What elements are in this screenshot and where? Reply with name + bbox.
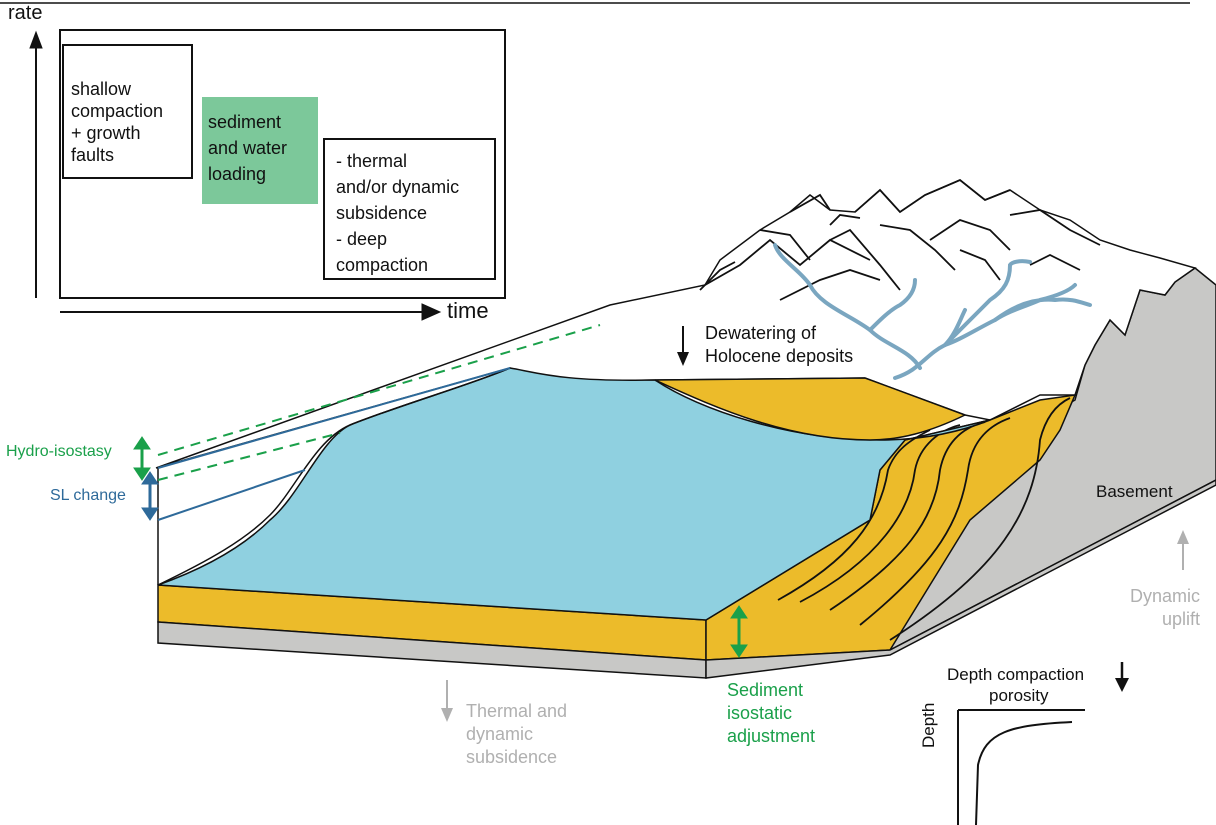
sediment-isostatic-label: Sediment isostatic adjustment (727, 680, 816, 746)
dynamic-uplift-arrow (1177, 530, 1189, 570)
sl-change-label: SL change (50, 487, 126, 504)
depth-compaction-label: Depth compaction (947, 665, 1085, 684)
holocene-lens (654, 377, 967, 441)
thermal-subsidence-text: - thermal and/or dynamic subsidence - de… (336, 151, 460, 275)
inset-axes (29, 30, 442, 321)
inset-frame (59, 29, 506, 299)
river (773, 243, 1092, 380)
basement-right-strip (705, 479, 1216, 679)
shelf-slope-line (157, 367, 511, 586)
sl-line-upper (157, 367, 511, 469)
basement-label: Basement (1096, 482, 1173, 501)
thermal-subsidence-box: - thermal and/or dynamic subsidence - de… (323, 138, 496, 280)
axis-label-rate: rate (8, 2, 43, 24)
water-body (157, 367, 991, 621)
clinoform-line-5 (889, 397, 1071, 641)
axis-label-time: time (447, 298, 489, 323)
hydro-isostasy-arrow (133, 436, 151, 481)
depth-compaction-arrow (1115, 662, 1129, 692)
sl-change-arrow (141, 471, 159, 521)
mountain-ridges (699, 178, 1101, 301)
hydro-isostasy-line-lower (157, 432, 341, 481)
dewatering-label: Dewatering of Holocene deposits (705, 323, 854, 366)
clinoform-line-4 (859, 417, 1011, 626)
sediment-water-loading-box: sediment and water loading (202, 97, 318, 204)
porosity-label: porosity (989, 686, 1049, 705)
thermal-subsidence-label: Thermal and dynamic subsidence (466, 701, 568, 767)
clinoform-line-3 (829, 421, 986, 611)
depth-axis-label: Depth (919, 702, 938, 748)
hydro-isostasy-line-upper (157, 324, 601, 456)
thermal-subsidence-arrow (441, 680, 453, 722)
sediment-water-loading-text: sediment and water loading (208, 112, 288, 184)
shallow-compaction-box: shallow compaction + growth faults (62, 44, 193, 179)
hydro-isostasy-label: Hydro-isostasy (6, 443, 112, 460)
shallow-compaction-text: shallow compaction + growth faults (71, 79, 164, 165)
dewatering-arrow (677, 326, 689, 366)
clinoform-line-1 (777, 429, 931, 601)
dynamic-uplift-label: Dynamic uplift (1130, 586, 1201, 629)
porosity-plot (957, 709, 1085, 825)
sediment-isostatic-arrow (730, 605, 748, 658)
sl-line-lower (157, 469, 306, 521)
